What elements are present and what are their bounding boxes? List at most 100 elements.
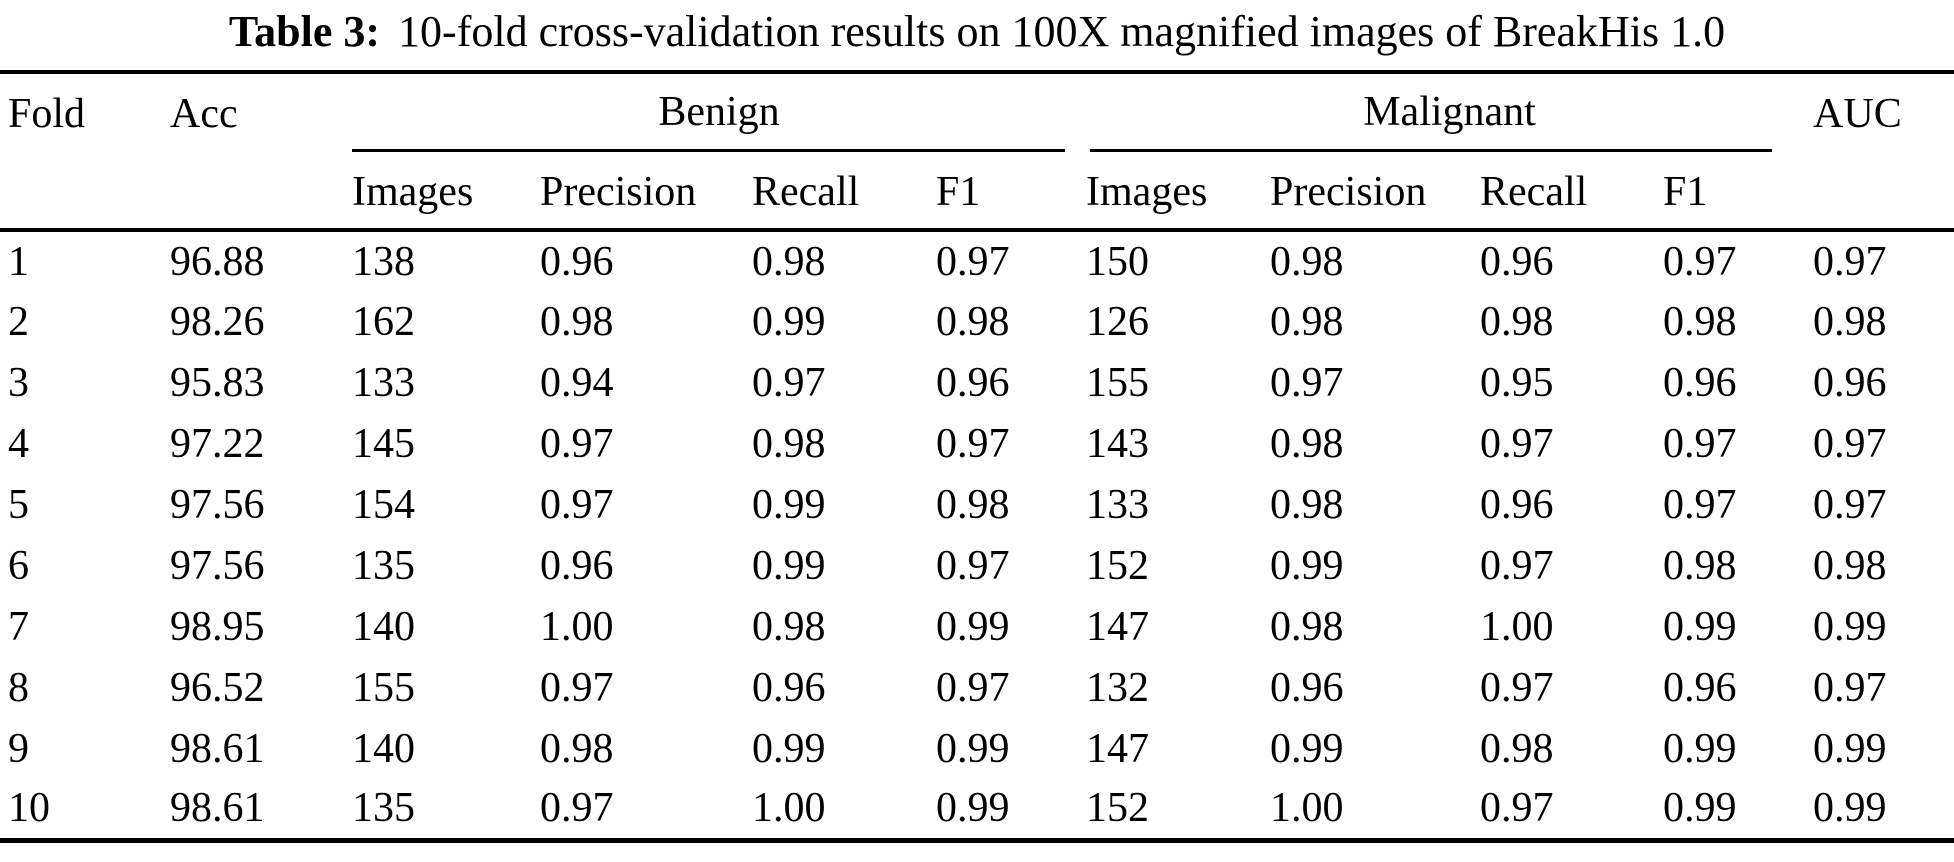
cell-malignant-images: 152 [1086,779,1271,843]
table-row: 5 97.56 154 0.97 0.99 0.98 133 0.98 0.96… [0,474,1954,535]
cell-malignant-precision: 0.98 [1270,481,1344,528]
cell-fold: 4 [8,420,29,467]
cell-malignant-f1: 0.96 [1663,359,1737,406]
cell-auc: 0.99 [1813,603,1887,650]
group-header-benign: Benign [352,70,1087,152]
cell-auc: 0.97 [1813,420,1887,467]
cell-benign-precision: 0.97 [540,481,614,528]
cell-malignant-precision: 0.96 [1270,664,1344,711]
cell-malignant-images: 133 [1086,481,1150,528]
col-header-auc: AUC [1813,70,1954,230]
cell-benign-f1: 0.97 [936,542,1010,589]
cell-benign-f1: 0.97 [936,664,1010,711]
cell-benign-precision: 0.94 [540,359,614,406]
cell-benign-f1: 0.99 [936,603,1010,650]
cell-malignant-f1: 0.99 [1663,725,1737,772]
cell-acc: 97.56 [170,481,265,528]
table-caption: Table 3: 10-fold cross-validation results… [0,0,1954,70]
sub-header-benign-images: Images [352,169,474,215]
cell-malignant-precision: 0.98 [1270,420,1344,467]
header-group-row: Fold Acc Benign Malignant AUC [0,70,1954,230]
cell-benign-images: 133 [352,359,415,406]
cell-malignant-recall: 0.97 [1480,779,1664,843]
table-row: 9 98.61 140 0.98 0.99 0.99 147 0.99 0.98… [0,718,1954,779]
cell-malignant-f1: 0.97 [1663,228,1814,291]
cell-benign-recall: 0.98 [752,420,826,467]
cell-malignant-recall: 0.97 [1480,420,1554,467]
cell-benign-recall: 0.99 [752,481,826,528]
cell-benign-precision: 0.98 [540,298,614,345]
cell-benign-images: 140 [352,603,415,650]
cell-auc: 0.97 [1813,228,1954,291]
cell-benign-f1: 0.97 [936,228,1087,291]
cell-malignant-f1: 0.99 [1663,603,1737,650]
cell-malignant-f1: 0.96 [1663,664,1737,711]
cell-malignant-f1: 0.98 [1663,542,1737,589]
cell-malignant-images: 147 [1086,603,1150,650]
cell-fold: 6 [8,542,29,589]
group-label-malignant: Malignant [1363,89,1536,135]
cell-benign-f1: 0.98 [936,481,1010,528]
caption-text: 10-fold cross-validation results on 100X… [398,7,1726,56]
cell-acc: 97.56 [170,542,265,589]
table-row: 1 96.88 138 0.96 0.98 0.97 150 0.98 0.96… [0,228,1954,291]
cell-auc: 0.99 [1813,779,1954,843]
results-table: Fold Acc Benign Malignant AUC Images Pre… [0,70,1954,843]
cell-benign-images: 145 [352,420,415,467]
group-header-malignant: Malignant [1086,70,1814,152]
cell-malignant-recall: 0.98 [1480,298,1554,345]
benign-rule [352,149,1066,152]
table-row: 2 98.26 162 0.98 0.99 0.98 126 0.98 0.98… [0,291,1954,352]
sub-header-benign-f1: F1 [936,169,981,215]
cell-benign-precision: 0.97 [540,420,614,467]
table-row: 4 97.22 145 0.97 0.98 0.97 143 0.98 0.97… [0,413,1954,474]
cell-auc: 0.99 [1813,725,1887,772]
cell-malignant-precision: 0.98 [1270,228,1481,291]
cell-malignant-precision: 0.99 [1270,542,1344,589]
cell-malignant-images: 155 [1086,359,1150,406]
cell-auc: 0.96 [1813,359,1887,406]
cell-benign-images: 135 [352,542,415,589]
sub-header-benign-precision: Precision [540,169,697,215]
cell-benign-precision: 1.00 [540,603,614,650]
table-row: 6 97.56 135 0.96 0.99 0.97 152 0.99 0.97… [0,535,1954,596]
cell-benign-recall: 0.99 [752,542,826,589]
cell-malignant-f1: 0.97 [1663,420,1737,467]
cell-benign-f1: 0.98 [936,298,1010,345]
cell-benign-images: 135 [352,779,540,843]
cell-benign-precision: 0.96 [540,542,614,589]
sub-header-malignant-images: Images [1086,169,1208,215]
table-row: 7 98.95 140 1.00 0.98 0.99 147 0.98 1.00… [0,596,1954,657]
cell-acc: 96.52 [170,664,265,711]
cell-fold: 1 [0,228,170,291]
cell-benign-recall: 0.98 [752,228,936,291]
cell-malignant-recall: 0.97 [1480,542,1554,589]
cell-acc: 97.22 [170,420,265,467]
cell-benign-f1: 0.96 [936,359,1010,406]
cell-benign-recall: 0.97 [752,359,826,406]
cell-benign-recall: 0.98 [752,603,826,650]
cell-malignant-f1: 0.98 [1663,298,1737,345]
cell-malignant-precision: 0.99 [1270,725,1344,772]
caption-label: Table 3: [228,7,381,56]
cell-benign-precision: 0.98 [540,725,614,772]
cell-benign-recall: 0.99 [752,725,826,772]
col-header-fold: Fold [0,70,170,230]
cell-auc: 0.97 [1813,664,1887,711]
cell-benign-images: 154 [352,481,415,528]
cell-acc: 96.88 [170,228,352,291]
cell-fold: 2 [8,298,29,345]
cell-benign-f1: 0.99 [936,779,1087,843]
cell-benign-images: 138 [352,228,540,291]
cell-acc: 98.61 [170,725,265,772]
cell-fold: 9 [8,725,29,772]
cell-malignant-precision: 1.00 [1270,779,1481,843]
cell-auc: 0.98 [1813,298,1887,345]
cell-malignant-recall: 1.00 [1480,603,1554,650]
cell-malignant-images: 126 [1086,298,1150,345]
header-sub-row: Images Precision Recall F1 Images Precis… [0,152,1954,230]
cell-malignant-precision: 0.98 [1270,603,1344,650]
cell-fold: 10 [0,779,170,843]
cell-malignant-images: 150 [1086,228,1271,291]
cell-fold: 8 [8,664,29,711]
